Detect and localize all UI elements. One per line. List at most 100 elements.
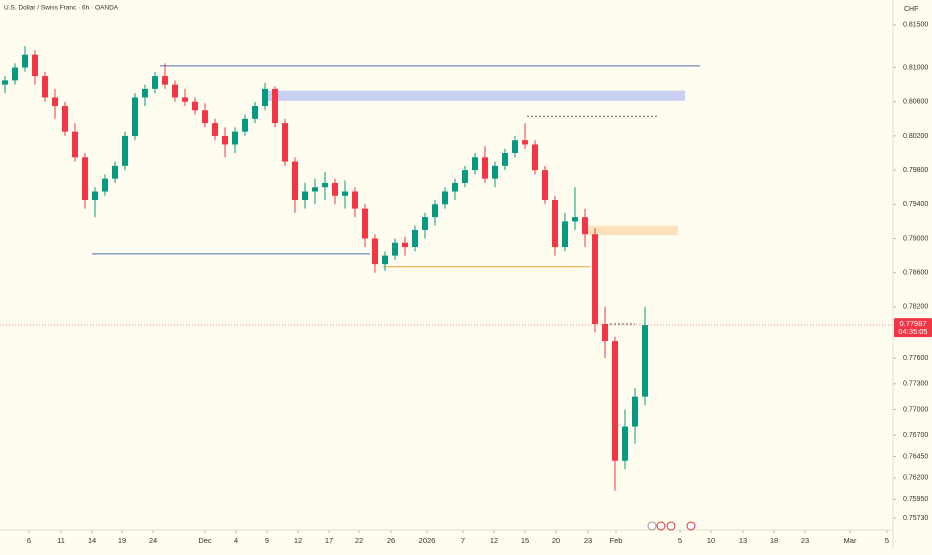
candle-body xyxy=(492,165,498,179)
candle-body xyxy=(152,76,158,89)
candle-body xyxy=(592,234,598,324)
y-tick-label: 0.77600 xyxy=(903,355,928,362)
candle-body xyxy=(402,242,408,248)
candle-body xyxy=(82,157,88,201)
candle-body xyxy=(412,229,418,248)
candle-body xyxy=(612,341,618,461)
y-tick-label: 0.79000 xyxy=(903,235,928,242)
y-tick-label: 0.76200 xyxy=(903,475,928,482)
y-tick-label: 0.80600 xyxy=(903,99,928,106)
x-tick-label: 2026 xyxy=(419,536,436,545)
candle-body xyxy=(472,157,478,171)
y-tick-label: 0.76450 xyxy=(903,453,928,460)
candle-body xyxy=(292,161,298,201)
currency-label: CHF xyxy=(904,6,918,13)
candle-body xyxy=(282,123,288,162)
candle-body xyxy=(532,144,538,171)
x-tick-label: 11 xyxy=(57,536,65,545)
candle-body xyxy=(382,255,388,265)
candle-body xyxy=(362,208,368,239)
candle-body xyxy=(312,187,318,192)
x-tick-label: 12 xyxy=(490,536,498,545)
candle-body xyxy=(42,76,48,98)
candle-body xyxy=(482,157,488,179)
candle-body xyxy=(122,135,128,166)
level-zone xyxy=(268,90,685,101)
x-tick-label: 13 xyxy=(739,536,747,545)
candle-body xyxy=(272,88,278,124)
candle-body xyxy=(2,80,8,85)
candle-body xyxy=(172,84,178,98)
x-tick-label: 17 xyxy=(325,536,333,545)
x-tick-label: 12 xyxy=(294,536,302,545)
candle-body xyxy=(12,67,18,81)
x-tick-label: Mar xyxy=(844,536,857,545)
candle-body xyxy=(302,191,308,201)
x-tick-label: 6 xyxy=(27,536,31,545)
candle-body xyxy=(462,170,468,183)
y-tick-label: 0.77300 xyxy=(903,381,928,388)
x-tick-label: 20 xyxy=(552,536,560,545)
candle-body xyxy=(552,200,558,248)
candle-body xyxy=(132,97,138,136)
candle-body xyxy=(262,88,268,106)
x-tick-label: 5 xyxy=(678,536,682,545)
candle-body xyxy=(432,204,438,218)
candle-body xyxy=(202,110,208,124)
candle-body xyxy=(162,76,168,85)
x-tick-label: 14 xyxy=(88,536,96,545)
candle-body xyxy=(442,191,448,205)
x-tick-label: 19 xyxy=(118,536,126,545)
x-tick-label: 9 xyxy=(265,536,269,545)
candle-body xyxy=(252,106,258,119)
candle-body xyxy=(142,88,148,98)
candle-body xyxy=(232,131,238,145)
candle-body xyxy=(52,97,58,106)
x-tick-label: 4 xyxy=(234,536,238,545)
candle-body xyxy=(562,221,568,248)
candle-body xyxy=(222,135,228,145)
y-tick-label: 0.81500 xyxy=(903,22,928,29)
candle-body xyxy=(502,153,508,166)
x-tick-label: 18 xyxy=(770,536,778,545)
candle-body xyxy=(332,182,338,196)
x-tick-label: 7 xyxy=(461,536,465,545)
y-tick-label: 0.76700 xyxy=(903,432,928,439)
countdown-label: 04:35:05 xyxy=(898,327,927,336)
x-tick-label: 23 xyxy=(801,536,809,545)
candle-body xyxy=(452,182,458,192)
event-icon[interactable] xyxy=(647,521,657,531)
candle-body xyxy=(602,323,608,342)
y-tick-label: 0.75730 xyxy=(903,515,928,522)
candle-body xyxy=(242,118,248,132)
x-tick-label: 23 xyxy=(584,536,592,545)
y-tick-label: 0.79800 xyxy=(903,167,928,174)
y-tick-label: 0.79400 xyxy=(903,201,928,208)
event-icons[interactable] xyxy=(647,521,696,531)
candle-body xyxy=(182,97,188,102)
x-tick-label: 24 xyxy=(149,536,157,545)
x-tick-label: 26 xyxy=(387,536,395,545)
x-tick-label: 15 xyxy=(521,536,529,545)
y-tick-label: 0.80200 xyxy=(903,133,928,140)
candle-body xyxy=(632,396,638,427)
x-tick-label: Dec xyxy=(198,536,212,545)
candle-body xyxy=(352,191,358,209)
candle-body xyxy=(72,131,78,158)
y-tick-label: 0.81000 xyxy=(903,64,928,71)
candle-body xyxy=(102,178,108,192)
candle-body xyxy=(112,165,118,179)
event-icon[interactable] xyxy=(666,521,676,531)
candle-body xyxy=(192,101,198,111)
y-tick-label: 0.75950 xyxy=(903,496,928,503)
candle-body xyxy=(342,191,348,196)
chart-title: U.S. Dollar / Swiss Franc · 6h · OANDA xyxy=(4,5,119,12)
event-icon[interactable] xyxy=(656,521,666,531)
candle-body xyxy=(372,238,378,265)
candle-body xyxy=(522,140,528,145)
x-tick-label: 5 xyxy=(885,536,889,545)
candle-body xyxy=(32,54,38,77)
event-icon[interactable] xyxy=(686,521,696,531)
